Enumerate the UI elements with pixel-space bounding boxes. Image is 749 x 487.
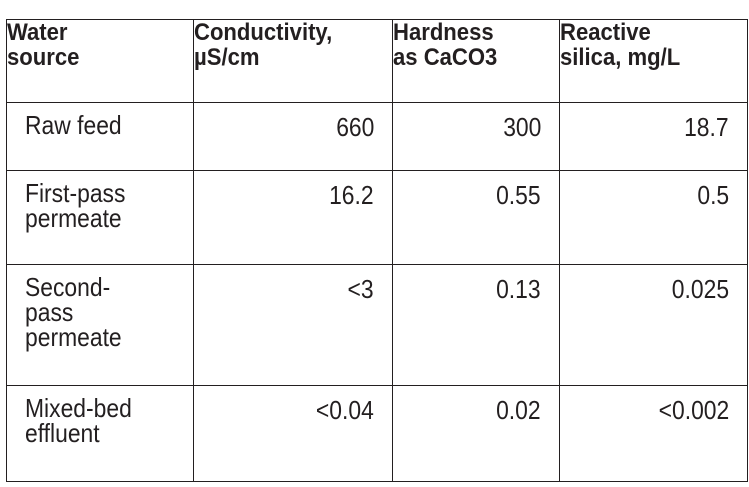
cell-silica: 0.025 bbox=[559, 264, 748, 386]
row-label: First-pass permeate bbox=[6, 170, 194, 265]
cell-conductivity: 660 bbox=[193, 102, 393, 171]
row-label: Raw feed bbox=[6, 102, 194, 171]
header-reactive-silica: Reactive silica, mg/L bbox=[559, 19, 748, 103]
header-hardness: Hardness as CaCO3 bbox=[392, 19, 560, 103]
water-quality-table: Water source Conductivity, µS/cm Hardnes… bbox=[6, 19, 748, 482]
row-label: Mixed-bed effluent bbox=[6, 385, 194, 482]
table-header-row: Water source Conductivity, µS/cm Hardnes… bbox=[6, 19, 748, 103]
cell-hardness: 300 bbox=[392, 102, 560, 171]
cell-hardness: 0.02 bbox=[392, 385, 560, 482]
header-water-source: Water source bbox=[6, 19, 194, 103]
cell-conductivity: 16.2 bbox=[193, 170, 393, 265]
table-row: Raw feed 660 300 18.7 bbox=[6, 102, 748, 171]
cell-conductivity: <0.04 bbox=[193, 385, 393, 482]
table-row: First-pass permeate 16.2 0.55 0.5 bbox=[6, 170, 748, 265]
table-row: Mixed-bed effluent <0.04 0.02 <0.002 bbox=[6, 385, 748, 482]
table-row: Second- pass permeate <3 0.13 0.025 bbox=[6, 264, 748, 386]
cell-conductivity: <3 bbox=[193, 264, 393, 386]
cell-hardness: 0.13 bbox=[392, 264, 560, 386]
row-label: Second- pass permeate bbox=[6, 264, 194, 386]
cell-silica: <0.002 bbox=[559, 385, 748, 482]
header-conductivity: Conductivity, µS/cm bbox=[193, 19, 393, 103]
cell-silica: 0.5 bbox=[559, 170, 748, 265]
cell-hardness: 0.55 bbox=[392, 170, 560, 265]
cell-silica: 18.7 bbox=[559, 102, 748, 171]
